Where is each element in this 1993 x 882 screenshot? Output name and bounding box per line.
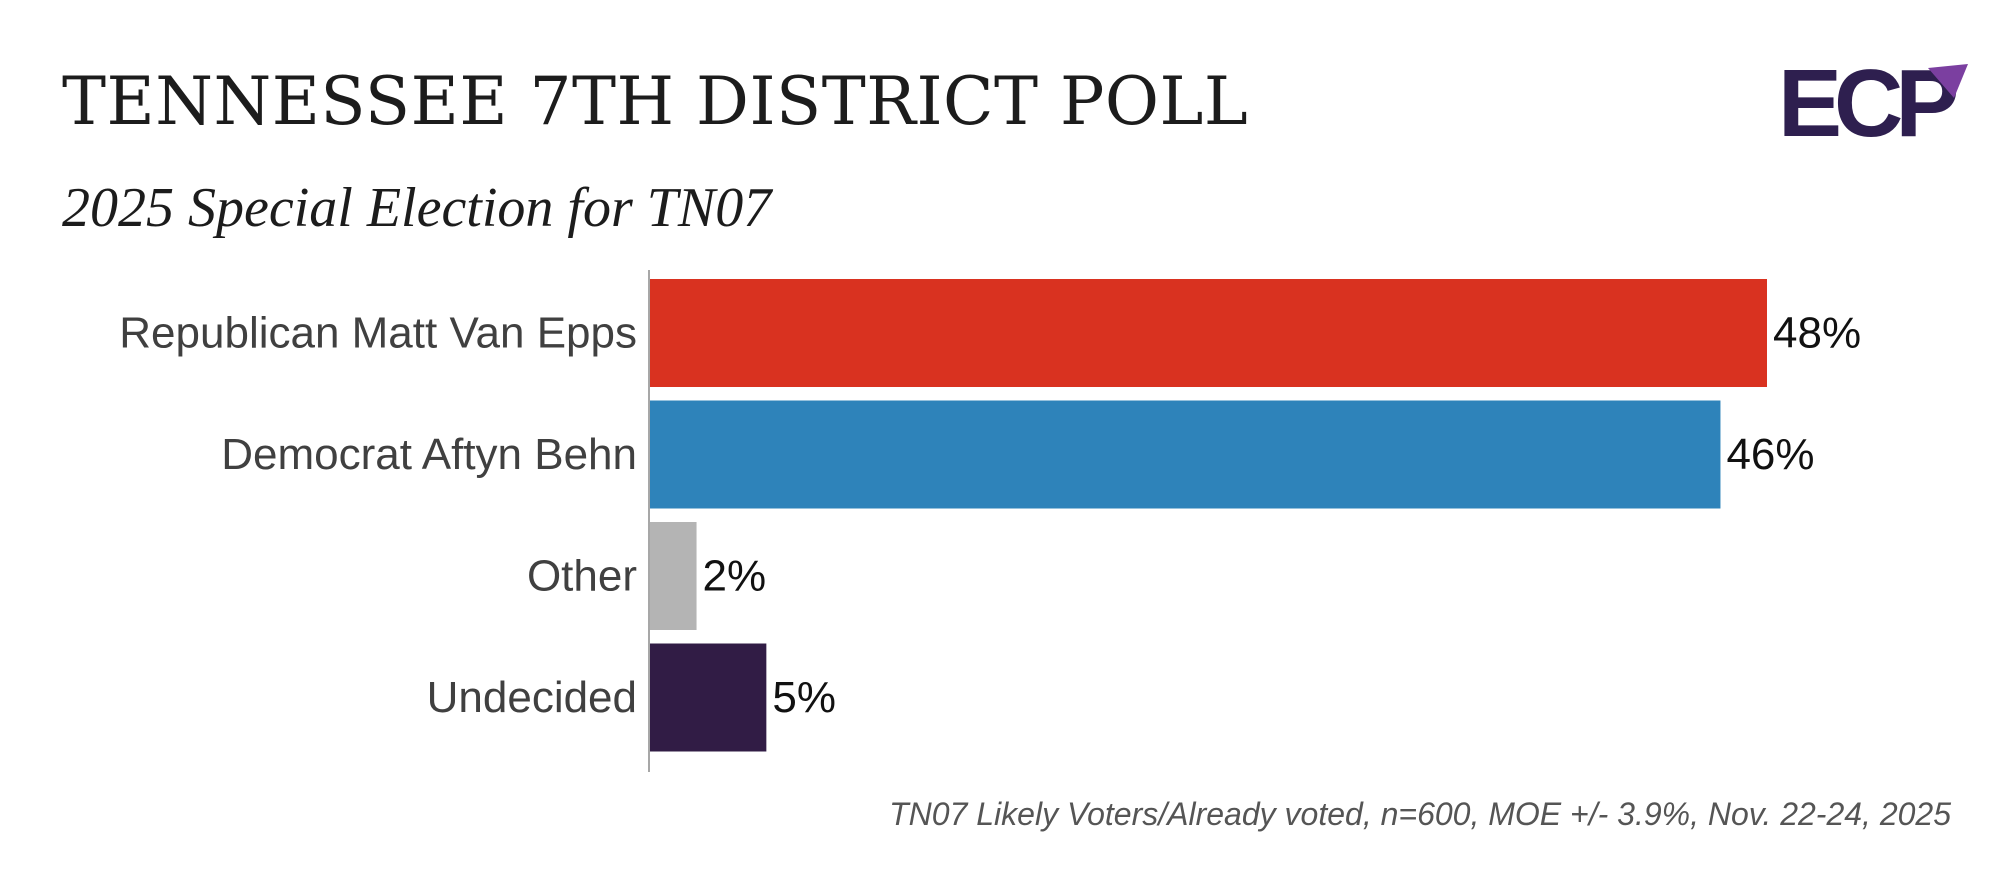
category-label: Other (527, 552, 637, 601)
ecp-logo: ECP (1778, 56, 1968, 146)
category-label: Undecided (427, 673, 637, 722)
bar-chart: Republican Matt Van Epps 48% Democrat Afty… (119, 270, 1861, 772)
bar-2 (650, 522, 697, 630)
value-label: 5% (772, 673, 836, 722)
value-label: 2% (703, 552, 767, 601)
chart-title: TENNESSEE 7TH DISTRICT POLL (62, 63, 1249, 140)
footnote: TN07 Likely Voters/Already voted, n=600,… (889, 796, 1951, 832)
category-label: Republican Matt Van Epps (119, 309, 637, 358)
bar-0 (650, 279, 1767, 387)
bar-3 (650, 643, 767, 752)
value-label: 48% (1773, 309, 1861, 358)
value-label: 46% (1726, 430, 1814, 479)
chart-subtitle: 2025 Special Election for TN07 (62, 177, 772, 239)
category-label: Democrat Aftyn Behn (221, 430, 637, 479)
bar-1 (650, 400, 1721, 509)
